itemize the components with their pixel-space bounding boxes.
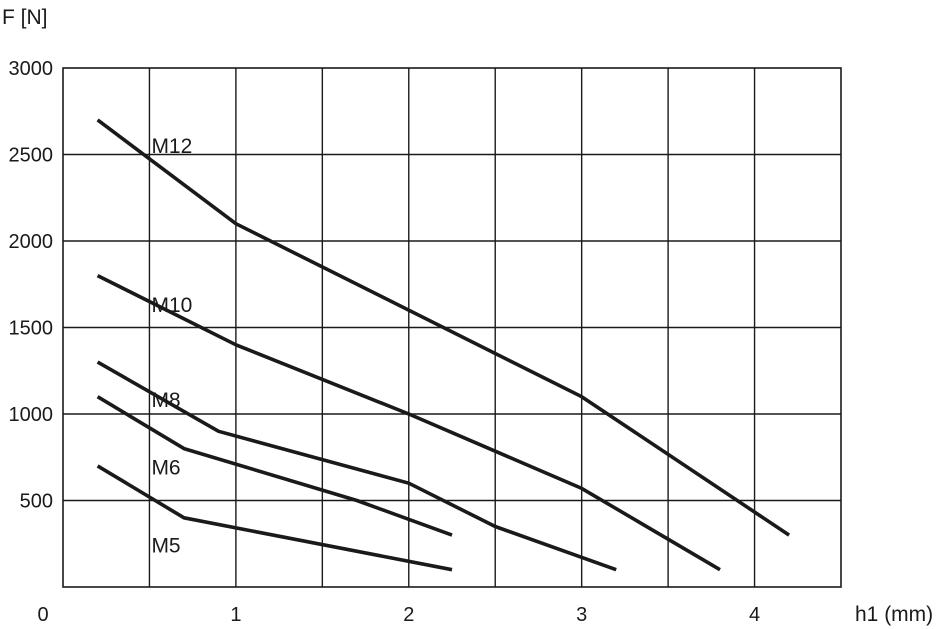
series-line-m10	[96, 273, 721, 572]
series-label-m8: M8	[151, 389, 180, 412]
x-tick-label: 3	[576, 604, 587, 626]
x-tick-label: 1	[230, 604, 241, 626]
y-axis-label: F [N]	[2, 6, 48, 29]
grid	[63, 68, 841, 587]
origin-label: 0	[37, 604, 48, 626]
y-tick-label: 1000	[9, 404, 54, 426]
series-line-m6	[96, 395, 453, 537]
plot-frame	[62, 67, 842, 588]
x-axis-label: h1 (mm)	[855, 603, 933, 626]
series-label-m6: M6	[151, 457, 180, 480]
y-tick-label: 3000	[9, 58, 54, 80]
x-tick-label: 4	[749, 604, 760, 626]
y-tick-label: 2500	[9, 145, 54, 167]
tick-labels: 500 1000 1500 2000 2500 3000 1 2 3 4	[9, 58, 761, 626]
series-line-m5	[96, 464, 453, 572]
series-label-m10: M10	[151, 294, 192, 317]
series-line-m12	[96, 118, 791, 537]
series-lines	[96, 118, 791, 572]
series-label-m12: M12	[151, 135, 192, 158]
series-label-m5: M5	[151, 534, 180, 557]
series-line-m8	[96, 360, 617, 572]
x-tick-label: 2	[403, 604, 414, 626]
y-tick-label: 500	[20, 491, 53, 513]
y-tick-label: 1500	[9, 318, 54, 340]
series-labels: M12 M10 M8 M6 M5	[151, 135, 192, 558]
y-tick-label: 2000	[9, 231, 54, 253]
